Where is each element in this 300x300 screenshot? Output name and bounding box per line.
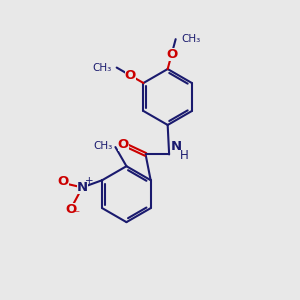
Text: H: H: [180, 149, 189, 162]
Text: O: O: [58, 175, 69, 188]
Text: O: O: [166, 48, 177, 61]
Text: ⁻: ⁻: [73, 208, 80, 221]
Text: O: O: [118, 138, 129, 151]
Text: O: O: [124, 69, 136, 82]
Text: N: N: [77, 181, 88, 194]
Text: CH₃: CH₃: [93, 141, 112, 151]
Text: +: +: [85, 176, 93, 186]
Text: O: O: [65, 203, 76, 216]
Text: CH₃: CH₃: [92, 63, 111, 73]
Text: CH₃: CH₃: [181, 34, 200, 44]
Text: N: N: [171, 140, 182, 153]
